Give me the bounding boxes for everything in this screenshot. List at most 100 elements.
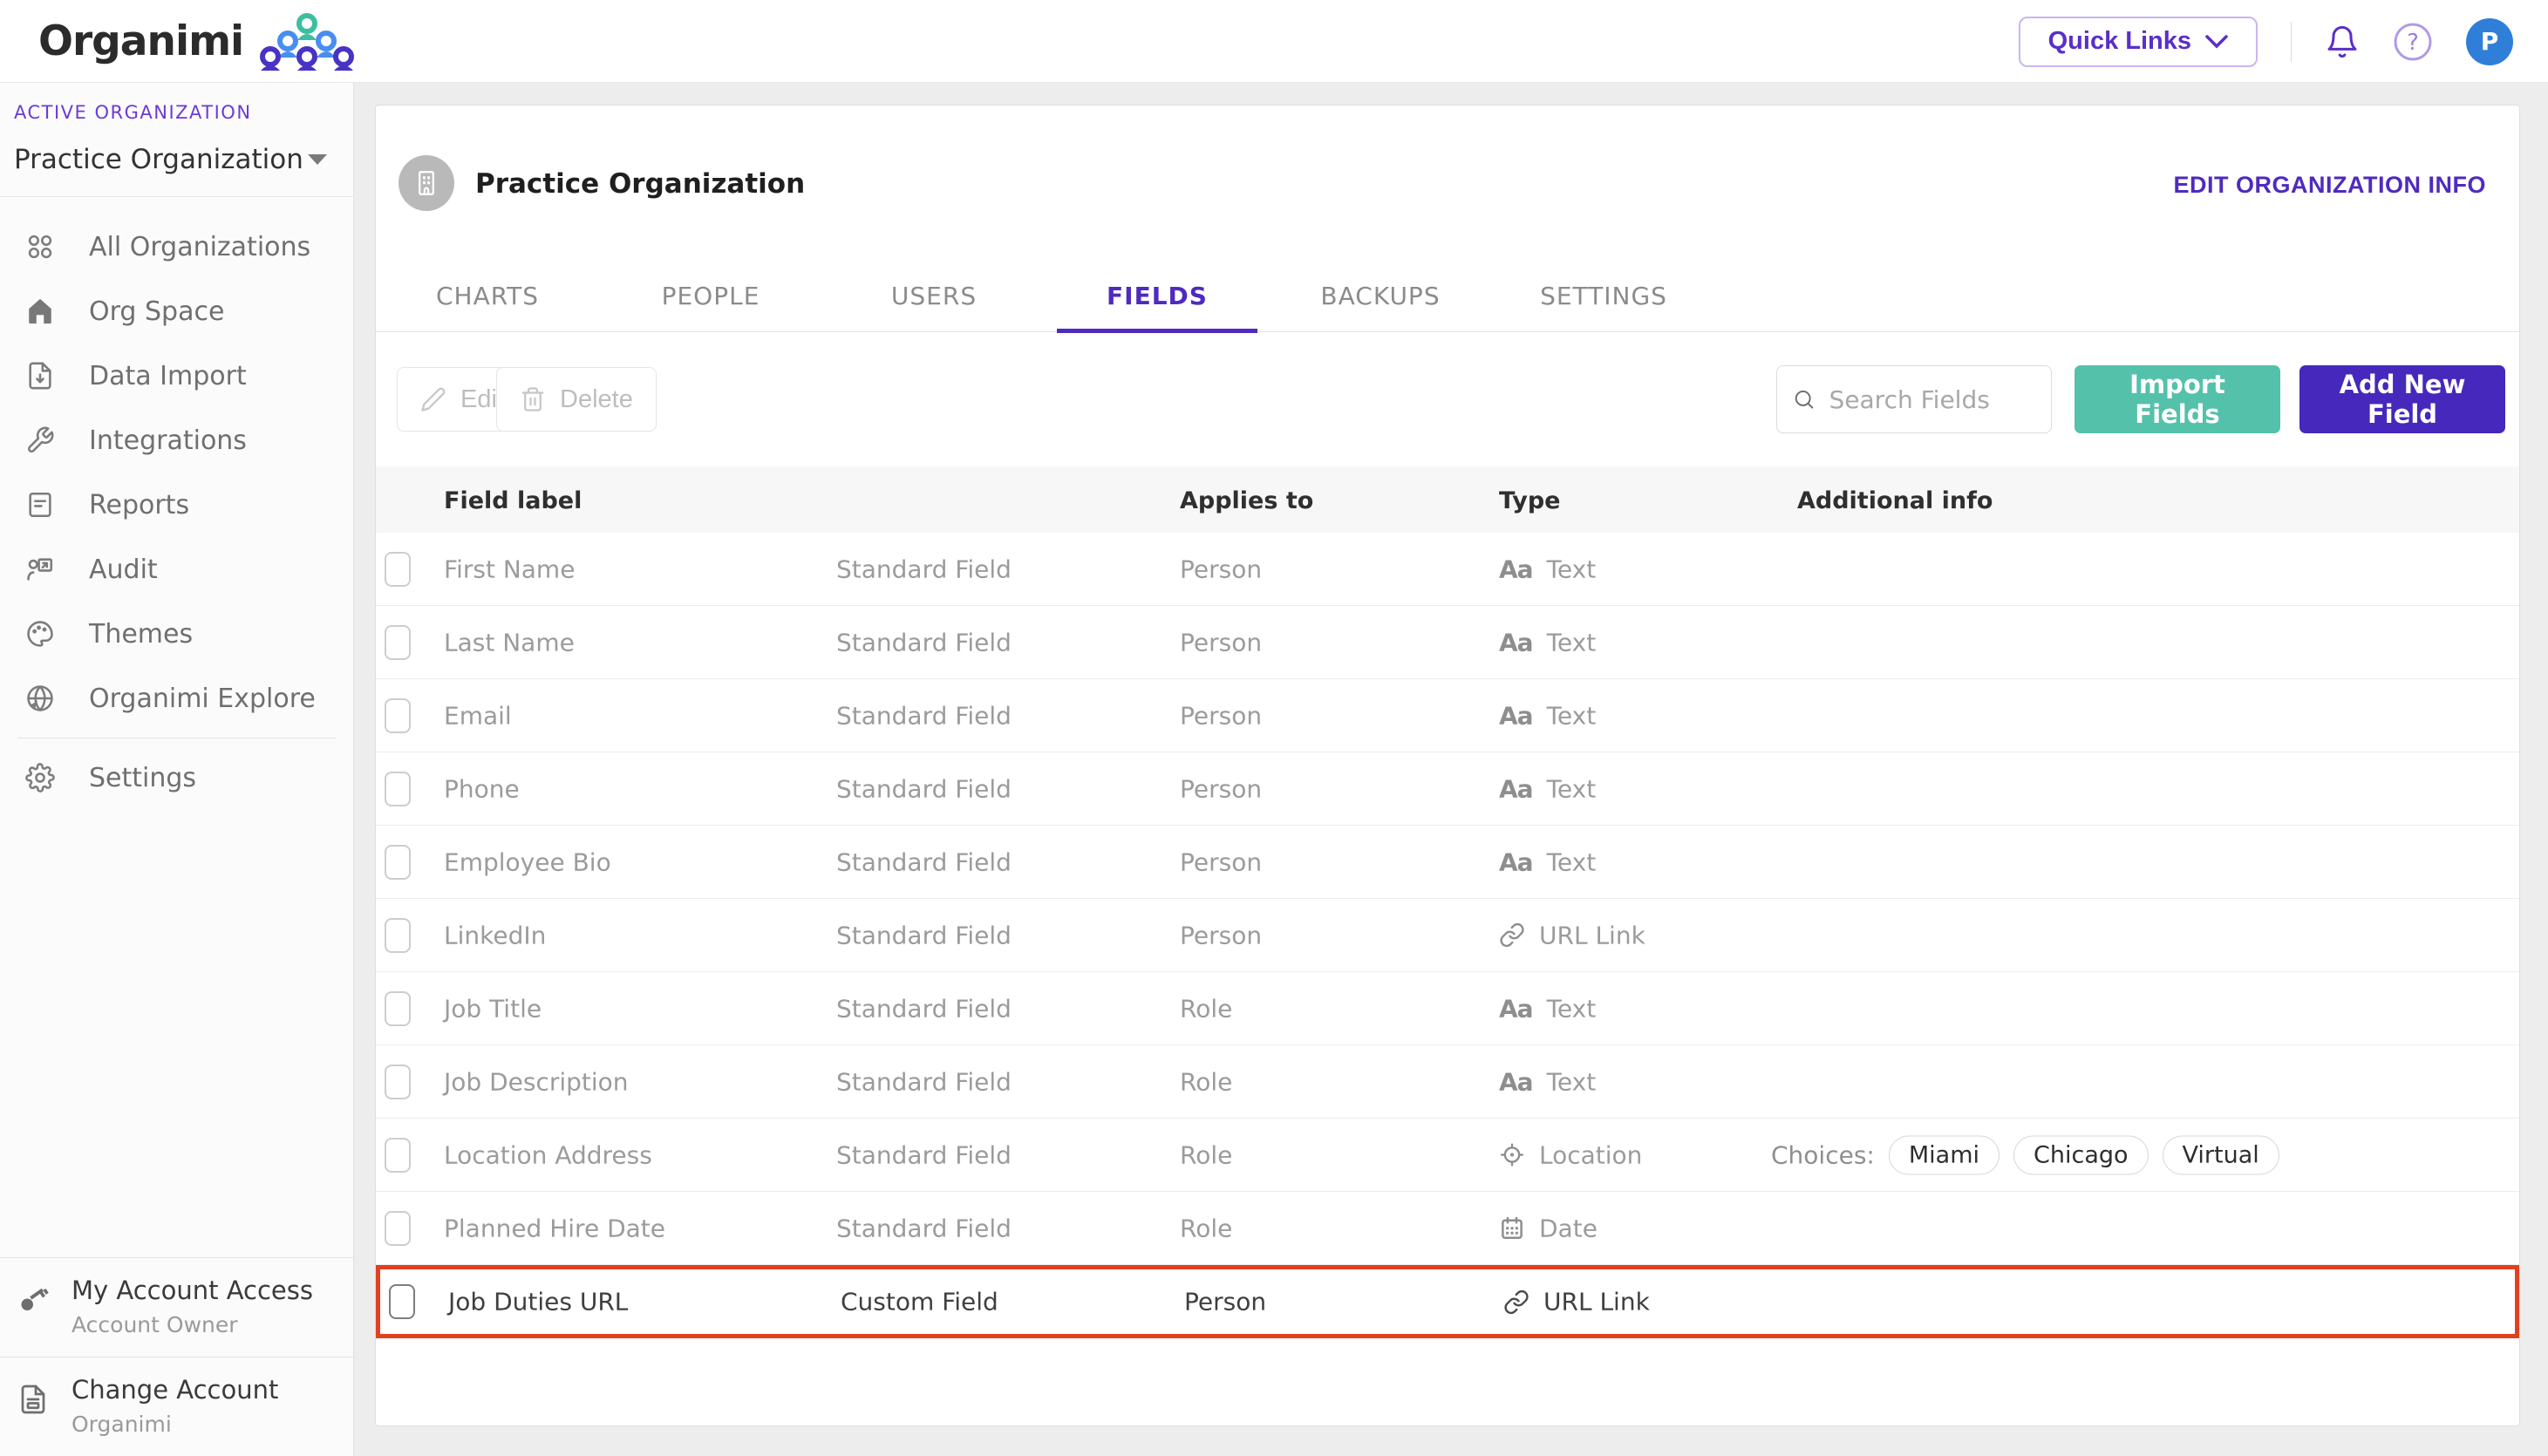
quick-links-label: Quick Links xyxy=(2047,27,2191,55)
header-applies-to: Applies to xyxy=(1180,487,1314,514)
quick-links-button[interactable]: Quick Links xyxy=(2018,16,2258,67)
table-row[interactable]: Email Standard Field Person Aa Text xyxy=(376,679,2519,752)
table-row[interactable]: Location Address Standard Field Role Loc… xyxy=(376,1119,2519,1192)
palette-icon xyxy=(24,619,56,649)
sidebar-item-label: All Organizations xyxy=(89,231,311,262)
building-icon xyxy=(419,171,434,195)
sidebar-item-organimi-explore[interactable]: Organimi Explore xyxy=(0,666,353,731)
sidebar-item-themes[interactable]: Themes xyxy=(0,602,353,666)
row-checkbox[interactable] xyxy=(385,551,411,587)
table-row[interactable]: Job Description Standard Field Role Aa Te… xyxy=(376,1045,2519,1119)
help-icon[interactable]: ? xyxy=(2393,22,2433,62)
home-icon xyxy=(24,296,56,326)
wrench-icon xyxy=(24,425,56,455)
org-chart-logo-icon xyxy=(259,12,355,71)
tab-people[interactable]: PEOPLE xyxy=(661,282,760,310)
user-avatar[interactable]: P xyxy=(2466,17,2513,65)
sidebar-item-label: Themes xyxy=(89,618,194,650)
globe-icon xyxy=(24,684,56,713)
sidebar-item-all-organizations[interactable]: All Organizations xyxy=(0,214,353,279)
logo-wordmark: Organimi xyxy=(38,17,244,65)
organization-name: Practice Organization xyxy=(475,168,806,200)
sidebar-item-label: Integrations xyxy=(89,425,247,456)
grid-circles-icon xyxy=(24,232,56,262)
row-checkbox[interactable] xyxy=(385,1064,411,1099)
tab-fields[interactable]: FIELDS xyxy=(1046,261,1269,333)
text-type-icon: Aa xyxy=(1499,628,1534,657)
sidebar-item-label: Audit xyxy=(89,554,158,585)
organization-dropdown[interactable]: Practice Organization xyxy=(14,144,329,175)
table-row[interactable]: Job Title Standard Field Role Aa Text xyxy=(376,972,2519,1045)
row-checkbox[interactable] xyxy=(385,624,411,660)
table-row[interactable]: Phone Standard Field Person Aa Text xyxy=(376,752,2519,826)
tab-users[interactable]: USERS xyxy=(890,282,978,310)
sidebar: ACTIVE ORGANIZATION Practice Organizatio… xyxy=(0,83,354,1456)
organization-avatar xyxy=(399,155,454,211)
sidebar-item-label: Organimi Explore xyxy=(89,683,316,714)
choice-pill: Virtual xyxy=(2162,1135,2279,1174)
sidebar-item-settings[interactable]: Settings xyxy=(0,745,353,810)
text-type-icon: Aa xyxy=(1499,774,1534,803)
edit-organization-info-link[interactable]: EDIT ORGANIZATION INFO xyxy=(2173,172,2486,198)
table-row[interactable]: Employee Bio Standard Field Person Aa Tex… xyxy=(376,826,2519,899)
organimi-logo: Organimi xyxy=(38,0,355,83)
table-header: Field label Applies to Type Additional i… xyxy=(376,466,2519,533)
row-checkbox[interactable] xyxy=(385,917,411,953)
my-account-access[interactable]: My Account Access Account Owner xyxy=(0,1257,353,1357)
main-content: Practice Organization EDIT ORGANIZATION … xyxy=(354,83,2548,1456)
change-account-subtitle: Organimi xyxy=(72,1412,172,1437)
row-checkbox[interactable] xyxy=(385,697,411,733)
import-fields-button[interactable]: Import Fields xyxy=(2075,365,2280,433)
row-checkbox[interactable] xyxy=(385,844,411,880)
location-type-icon xyxy=(1500,1143,1524,1167)
sidebar-item-label: Org Space xyxy=(89,296,225,327)
search-icon xyxy=(1795,391,1814,409)
dropdown-caret-icon xyxy=(306,153,329,167)
document-icon xyxy=(17,1384,49,1437)
url-link-icon xyxy=(1500,922,1524,948)
key-icon xyxy=(17,1284,49,1337)
tab-backups[interactable]: BACKUPS xyxy=(1320,282,1441,310)
table-row[interactable]: Planned Hire Date Standard Field Role Da… xyxy=(376,1192,2519,1265)
tab-charts[interactable]: CHARTS xyxy=(435,282,540,310)
text-type-icon: Aa xyxy=(1499,1067,1534,1096)
search-fields-input[interactable] xyxy=(1829,384,2035,414)
sidebar-item-data-import[interactable]: Data Import xyxy=(0,344,353,408)
sidebar-item-reports[interactable]: Reports xyxy=(0,473,353,537)
chevron-down-icon xyxy=(2205,34,2228,49)
row-checkbox[interactable] xyxy=(385,771,411,806)
header-field-label: Field label xyxy=(444,487,582,514)
pencil-icon xyxy=(421,387,446,412)
delete-button[interactable]: Delete xyxy=(496,367,657,432)
account-access-title: My Account Access xyxy=(72,1276,313,1305)
notifications-bell-icon[interactable] xyxy=(2325,23,2360,61)
sidebar-item-audit[interactable]: Audit xyxy=(0,537,353,602)
delete-button-label: Delete xyxy=(560,384,633,413)
table-row-highlighted[interactable]: Job Duties URL Custom Field Person URL L… xyxy=(376,1265,2519,1338)
active-organization-label: ACTIVE ORGANIZATION xyxy=(14,102,252,123)
choice-pill: Chicago xyxy=(2013,1135,2149,1174)
sidebar-item-integrations[interactable]: Integrations xyxy=(0,408,353,473)
tab-settings[interactable]: SETTINGS xyxy=(1540,282,1667,310)
add-new-field-button[interactable]: Add New Field xyxy=(2299,365,2505,433)
sidebar-item-org-space[interactable]: Org Space xyxy=(0,279,353,344)
topbar-divider xyxy=(2291,21,2292,62)
text-type-icon: Aa xyxy=(1499,847,1534,876)
row-checkbox[interactable] xyxy=(385,1137,411,1173)
account-access-subtitle: Account Owner xyxy=(72,1312,238,1337)
text-type-icon: Aa xyxy=(1499,555,1534,583)
fields-table-body: First Name Standard Field Person Aa Text … xyxy=(376,533,2519,1338)
organization-dropdown-value: Practice Organization xyxy=(14,144,303,175)
choice-pill: Miami xyxy=(1888,1135,2000,1174)
sidebar-item-label: Reports xyxy=(89,489,190,520)
row-checkbox[interactable] xyxy=(385,990,411,1026)
change-account[interactable]: Change Account Organimi xyxy=(0,1357,353,1456)
header-type: Type xyxy=(1499,487,1561,514)
table-row[interactable]: LinkedIn Standard Field Person URL Link xyxy=(376,899,2519,972)
row-checkbox[interactable] xyxy=(389,1284,415,1319)
sidebar-item-label: Settings xyxy=(89,762,197,793)
table-row[interactable]: First Name Standard Field Person Aa Text xyxy=(376,533,2519,606)
fields-toolbar: Edit Delete Import Fields Add New Field xyxy=(376,332,2519,466)
row-checkbox[interactable] xyxy=(385,1210,411,1246)
table-row[interactable]: Last Name Standard Field Person Aa Text xyxy=(376,606,2519,679)
